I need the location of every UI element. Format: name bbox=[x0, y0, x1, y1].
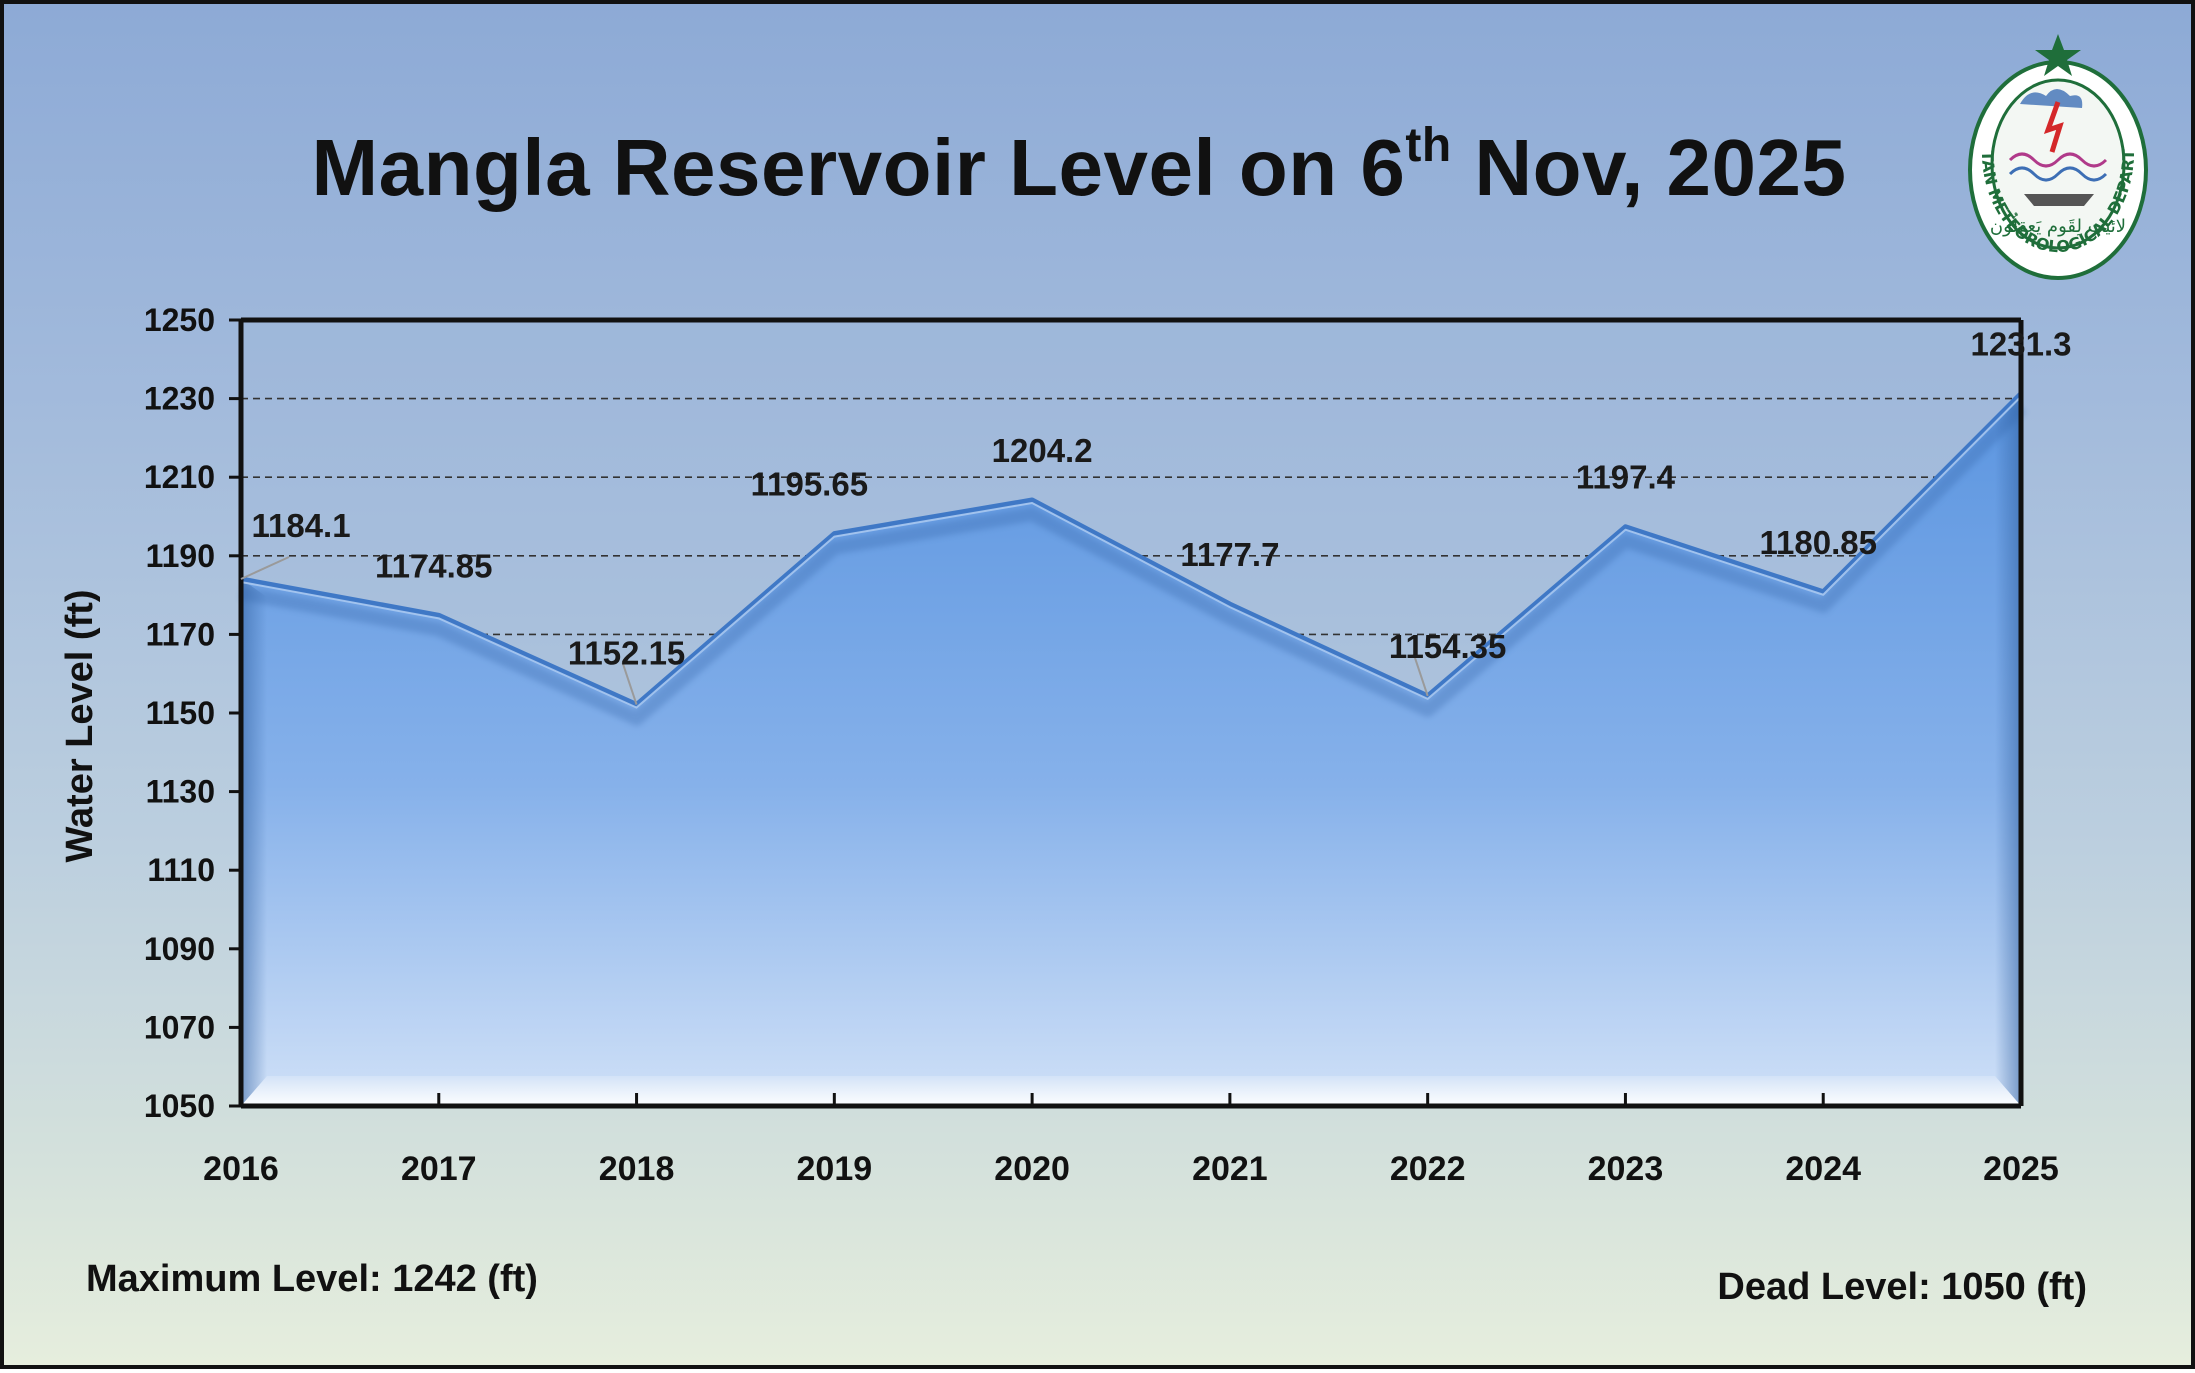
area-bevel-left bbox=[241, 578, 267, 1106]
y-tick-label: 1150 bbox=[146, 695, 215, 731]
y-axis-ticks: 1050 1070 1090 1110 1130 1150 1170 1190 1210 1230… bbox=[144, 302, 241, 1124]
y-tick-label: 1050 bbox=[144, 1088, 215, 1124]
dead-level-note: Dead Level: 1050 (ft) bbox=[1717, 1266, 2087, 1308]
y-tick-label: 1090 bbox=[144, 931, 215, 967]
x-tick-label: 2024 bbox=[1785, 1150, 1861, 1188]
y-tick-label: 1190 bbox=[146, 538, 215, 574]
x-tick-label: 2025 bbox=[1983, 1150, 2059, 1188]
x-tick-label: 2021 bbox=[1192, 1150, 1268, 1188]
data-label: 1204.2 bbox=[992, 432, 1093, 469]
x-tick-label: 2020 bbox=[994, 1150, 1070, 1188]
data-label: 1174.85 bbox=[375, 547, 492, 584]
x-tick-label: 2023 bbox=[1588, 1150, 1664, 1188]
y-tick-label: 1230 bbox=[144, 381, 215, 417]
area-bevel-base bbox=[241, 1076, 2021, 1106]
x-axis-ticks: 2016 2017 2018 2019 2020 2021 2022 2023 2024 2025 bbox=[203, 1093, 2059, 1188]
chart-title: Mangla Reservoir Level on 6th Nov, 2025 bbox=[4, 122, 2154, 214]
data-label: 1195.65 bbox=[751, 466, 868, 503]
y-tick-label: 1070 bbox=[144, 1009, 215, 1045]
data-label-leader bbox=[1412, 653, 1429, 697]
pmd-logo: لائیت لِقَوم یَعقِلُون PAKISTAN METEOROL… bbox=[1962, 32, 2148, 280]
y-axis-label: Water Level (ft) bbox=[59, 589, 101, 862]
y-tick-label: 1110 bbox=[147, 852, 215, 888]
x-tick-label: 2016 bbox=[203, 1150, 279, 1188]
x-tick-label: 2017 bbox=[401, 1150, 477, 1188]
data-label: 1152.15 bbox=[568, 635, 685, 672]
area-series bbox=[239, 391, 2026, 1107]
data-label: 1180.85 bbox=[1759, 524, 1876, 561]
y-tick-label: 1130 bbox=[146, 774, 215, 810]
logo-urdu-text: لائیت لِقَوم یَعقِلُون bbox=[1990, 212, 2126, 237]
area-edge-shadow bbox=[239, 402, 2026, 726]
data-label: 1197.4 bbox=[1576, 459, 1676, 496]
data-label: 1177.7 bbox=[1180, 536, 1279, 573]
data-label-leader bbox=[240, 556, 290, 580]
data-labels: 1184.1 1174.85 1152.15 1195.65 1204.2 1177.7 1… bbox=[240, 325, 2072, 705]
x-tick-label: 2018 bbox=[599, 1150, 675, 1188]
title-superscript: th bbox=[1405, 119, 1452, 172]
area-bevel-right bbox=[1995, 393, 2021, 1107]
area-line bbox=[240, 391, 2023, 708]
y-tick-label: 1170 bbox=[146, 616, 215, 652]
title-rest: Nov, 2025 bbox=[1451, 123, 1847, 212]
x-tick-label: 2022 bbox=[1390, 1150, 1466, 1188]
x-tick-label: 2019 bbox=[797, 1150, 873, 1188]
title-main: Mangla Reservoir Level on 6 bbox=[311, 123, 1406, 212]
data-label: 1154.35 bbox=[1389, 628, 1506, 665]
data-label: 1231.3 bbox=[1971, 325, 2072, 362]
y-tick-label: 1210 bbox=[144, 459, 215, 495]
maximum-level-note: Maximum Level: 1242 (ft) bbox=[86, 1258, 538, 1300]
data-label: 1184.1 bbox=[251, 507, 350, 544]
data-label-leader bbox=[621, 662, 638, 705]
y-tick-label: 1250 bbox=[144, 302, 215, 338]
area-chart: 1050 1070 1090 1110 1130 1150 1170 1190 1210 1230… bbox=[59, 302, 2072, 1188]
area-highlight bbox=[240, 395, 2022, 709]
